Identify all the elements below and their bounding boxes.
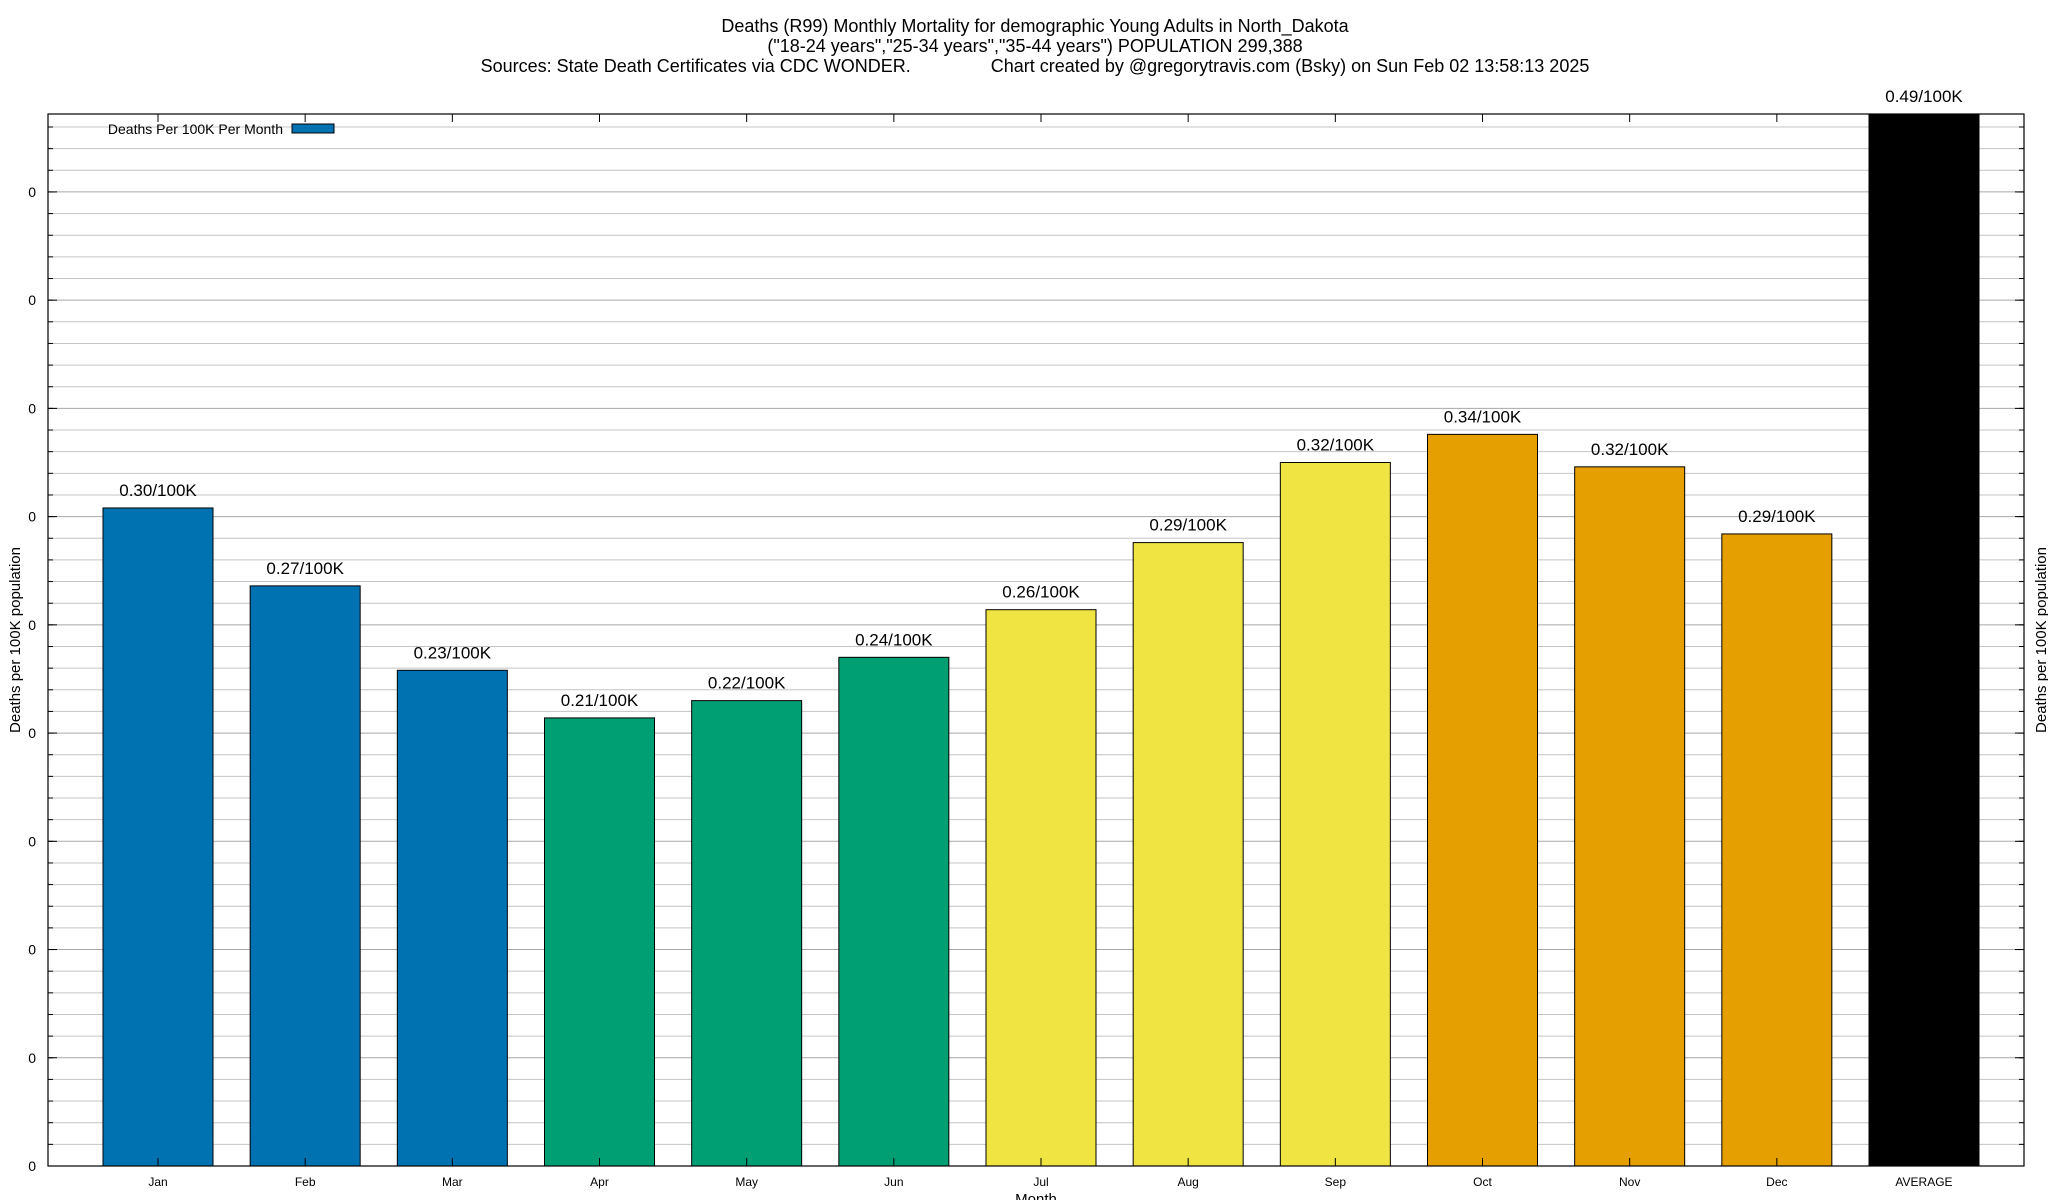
data-labels: 0.30/100K 0.27/100K 0.23/100K 0.21/100K 0.22…: [119, 87, 1963, 710]
y-tick-label: 0: [28, 292, 36, 308]
x-axis-title: Month: [1015, 1191, 1057, 1200]
bar-feb: [249, 585, 361, 1167]
x-tick-label-dec: Dec: [1766, 1175, 1787, 1189]
data-label-aug: 0.29/100K: [1149, 516, 1227, 535]
legend-label: Deaths Per 100K Per Month: [108, 121, 283, 137]
x-tick-label-mar: Mar: [442, 1175, 463, 1189]
data-label-average: 0.49/100K: [1885, 87, 1963, 106]
x-tick-label-average: AVERAGE: [1895, 1175, 1952, 1189]
bar-apr: [544, 717, 655, 1167]
bar-nov: [1574, 466, 1686, 1167]
data-label-feb: 0.27/100K: [266, 559, 344, 578]
bar-jan: [102, 507, 214, 1167]
bar-sep: [1279, 462, 1391, 1167]
bar-oct: [1427, 433, 1538, 1167]
x-tick-label-may: May: [735, 1175, 758, 1189]
bar-mar: [396, 669, 508, 1167]
y-tick-label: 0: [28, 617, 36, 633]
data-label-dec: 0.29/100K: [1738, 507, 1816, 526]
legend: Deaths Per 100K Per Month: [108, 121, 335, 137]
y-tick-label: 0: [28, 509, 36, 525]
y-tick-label: 0: [28, 1158, 36, 1174]
data-label-oct: 0.34/100K: [1444, 407, 1522, 426]
data-label-mar: 0.23/100K: [414, 643, 492, 662]
y-axis-title-right: Deaths per 100K population: [2033, 547, 2048, 733]
y-axis-ticks: 0 0 0 0 0 0 0 0 0 0: [28, 126, 2024, 1174]
bar-may: [691, 700, 803, 1167]
chart-title: Deaths (R99) Monthly Mortality for demog…: [481, 16, 1590, 76]
bar-jun: [838, 656, 950, 1167]
bar-jul: [985, 609, 1097, 1167]
data-label-sep: 0.32/100K: [1297, 436, 1375, 455]
y-tick-label: 0: [28, 833, 36, 849]
x-axis-ticks: Jan Feb Mar Apr May Jun Jul Aug Sep Oct Nov Dec AVER…: [148, 114, 1953, 1189]
bar-aug: [1132, 542, 1244, 1167]
data-label-may: 0.22/100K: [708, 674, 786, 693]
title-line-2: ("18-24 years","25-34 years","35-44 year…: [767, 36, 1302, 56]
bar-average: [1868, 113, 1980, 1167]
y-axis-title-left: Deaths per 100K population: [7, 547, 24, 733]
y-tick-label: 0: [28, 400, 36, 416]
x-tick-label-jun: Jun: [884, 1175, 903, 1189]
bars: [102, 113, 1980, 1167]
x-tick-label-apr: Apr: [590, 1175, 609, 1189]
data-label-apr: 0.21/100K: [561, 691, 639, 710]
x-tick-label-aug: Aug: [1177, 1175, 1198, 1189]
data-label-jan: 0.30/100K: [119, 481, 197, 500]
data-label-jul: 0.26/100K: [1002, 583, 1080, 602]
x-tick-label-sep: Sep: [1325, 1175, 1347, 1189]
legend-swatch: [291, 123, 335, 134]
y-tick-label: 0: [28, 1050, 36, 1066]
plot-frame: [47, 113, 2025, 1167]
x-tick-label-nov: Nov: [1619, 1175, 1640, 1189]
x-tick-label-jan: Jan: [148, 1175, 167, 1189]
y-tick-label: 0: [28, 184, 36, 200]
x-tick-label-oct: Oct: [1473, 1175, 1492, 1189]
x-tick-label-jul: Jul: [1033, 1175, 1048, 1189]
y-tick-label: 0: [28, 942, 36, 958]
x-tick-label-feb: Feb: [295, 1175, 316, 1189]
data-label-nov: 0.32/100K: [1591, 440, 1669, 459]
title-line-3: Sources: State Death Certificates via CD…: [481, 56, 1590, 76]
y-tick-label: 0: [28, 725, 36, 741]
bar-dec: [1721, 533, 1833, 1167]
data-label-jun: 0.24/100K: [855, 630, 933, 649]
title-line-1: Deaths (R99) Monthly Mortality for demog…: [721, 16, 1349, 37]
